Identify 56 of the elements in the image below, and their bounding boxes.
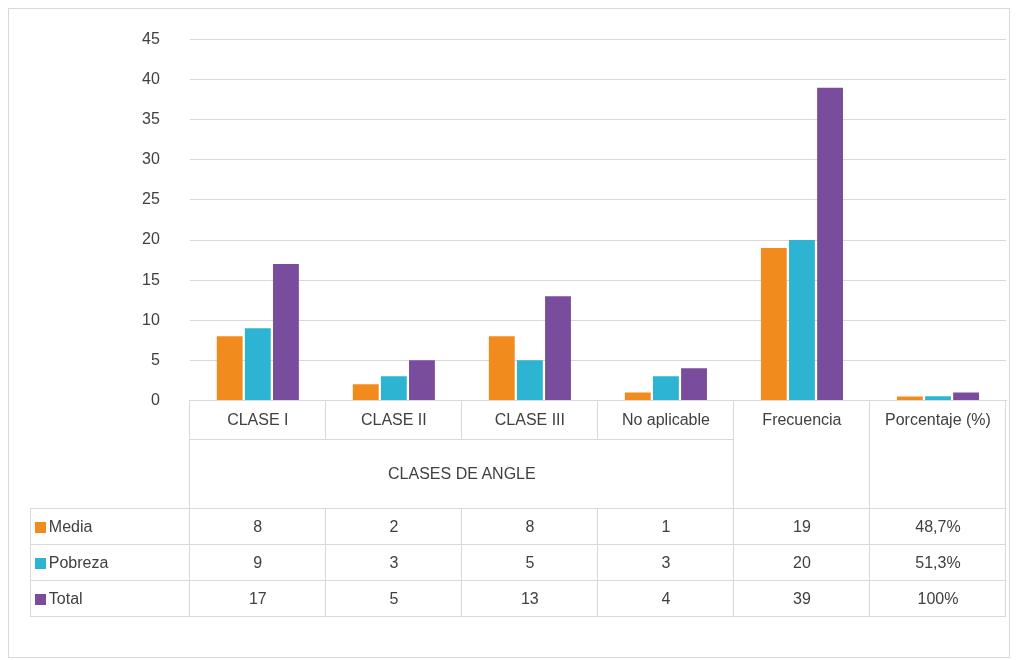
data-label: 100% bbox=[869, 580, 1006, 617]
y-tick-label: 15 bbox=[142, 270, 160, 288]
y-tick-label: 5 bbox=[150, 350, 160, 368]
data-label: 3 bbox=[325, 544, 462, 581]
data-label: 48,7% bbox=[869, 508, 1006, 545]
y-tick-label: 20 bbox=[142, 230, 160, 248]
bar bbox=[488, 336, 515, 400]
bar bbox=[817, 87, 843, 400]
y-tick-label: 10 bbox=[142, 310, 160, 328]
y-tick-label: 0 bbox=[150, 390, 160, 408]
data-label: 5 bbox=[325, 580, 462, 617]
data-label: 20 bbox=[733, 544, 870, 581]
data-label: 5 bbox=[461, 544, 598, 581]
y-tick-label: 30 bbox=[142, 150, 160, 168]
bar bbox=[545, 296, 571, 400]
bar bbox=[352, 384, 379, 400]
text: CLASES DE ANGLE bbox=[189, 439, 734, 509]
bar bbox=[380, 376, 407, 400]
bar bbox=[652, 376, 679, 400]
bar bbox=[244, 328, 271, 400]
x-tick-label: Frecuencia bbox=[733, 400, 870, 509]
bar bbox=[273, 264, 299, 400]
data-label: 8 bbox=[461, 508, 598, 545]
data-label: 39 bbox=[733, 580, 870, 617]
x-tick-label: CLASE I bbox=[189, 400, 326, 440]
legend-label: Media bbox=[30, 508, 190, 545]
bar bbox=[896, 396, 923, 400]
x-tick-label: Porcentaje (%) bbox=[869, 400, 1006, 509]
legend-label: Pobreza bbox=[30, 544, 190, 581]
data-label: 9 bbox=[189, 544, 326, 581]
x-tick-label: No aplicable bbox=[597, 400, 734, 440]
x-tick-label: CLASE II bbox=[325, 400, 462, 440]
data-label: 51,3% bbox=[869, 544, 1006, 581]
data-label: 1 bbox=[597, 508, 734, 545]
data-label: 2 bbox=[325, 508, 462, 545]
bar bbox=[681, 368, 707, 400]
bar bbox=[789, 240, 815, 400]
data-label: 13 bbox=[461, 580, 598, 617]
data-label: 8 bbox=[189, 508, 326, 545]
data-label: 3 bbox=[597, 544, 734, 581]
data-label: 17 bbox=[189, 580, 326, 617]
x-tick-label: CLASE III bbox=[461, 400, 598, 440]
y-tick-label: 25 bbox=[142, 190, 160, 208]
y-tick-label: 45 bbox=[142, 30, 160, 48]
bar bbox=[953, 392, 980, 400]
bar bbox=[624, 392, 651, 400]
bar bbox=[216, 336, 243, 400]
bar bbox=[409, 360, 435, 400]
data-label: 19 bbox=[733, 508, 870, 545]
bar bbox=[516, 360, 543, 400]
y-tick-label: 40 bbox=[142, 70, 160, 88]
legend-label: Total bbox=[30, 580, 190, 617]
bar bbox=[925, 396, 951, 400]
data-label: 4 bbox=[597, 580, 734, 617]
y-tick-label: 35 bbox=[142, 110, 160, 128]
bar bbox=[760, 248, 787, 400]
